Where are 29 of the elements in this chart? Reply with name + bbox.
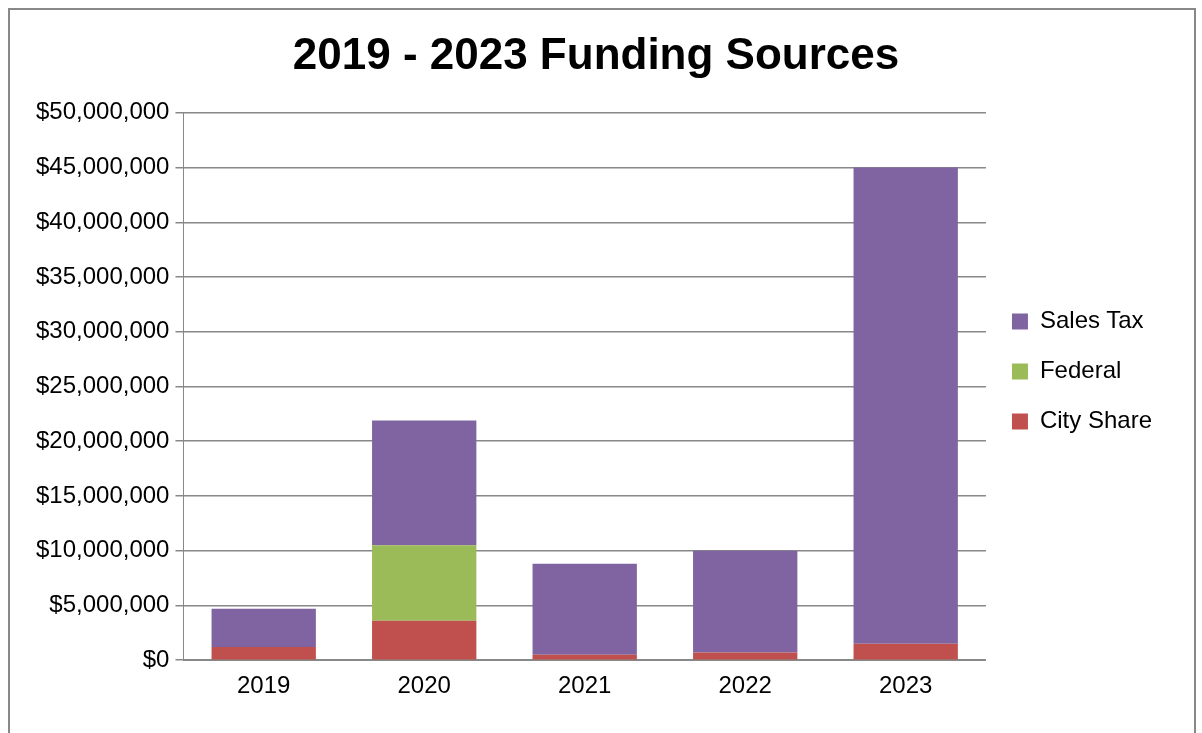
- y-tick-label: $0: [142, 644, 170, 672]
- y-tick-label: $25,000,000: [36, 371, 170, 399]
- x-tick-label: 2019: [237, 671, 291, 699]
- bar: [853, 643, 958, 660]
- y-tick-label: $45,000,000: [36, 152, 170, 180]
- y-tick-label: $5,000,000: [49, 590, 170, 618]
- legend-label: City Share: [1039, 406, 1152, 434]
- bar: [372, 420, 477, 546]
- y-tick-label: $30,000,000: [36, 316, 170, 344]
- bar: [372, 545, 477, 621]
- y-tick-label: $10,000,000: [36, 535, 170, 563]
- y-tick-label: $20,000,000: [36, 425, 170, 453]
- y-tick-label: $35,000,000: [36, 261, 170, 289]
- bar: [211, 647, 316, 660]
- legend-label: Federal: [1039, 356, 1122, 384]
- x-tick-label: 2020: [397, 671, 451, 699]
- y-tick-label: $15,000,000: [36, 480, 170, 508]
- bar: [693, 550, 798, 653]
- x-tick-label: 2023: [879, 671, 933, 699]
- bar: [211, 608, 316, 648]
- bar: [853, 167, 958, 644]
- chart-title: 2019 - 2023 Funding Sources: [292, 28, 900, 78]
- bar: [532, 563, 637, 655]
- legend-label: Sales Tax: [1039, 306, 1144, 334]
- x-tick-label: 2022: [718, 671, 772, 699]
- y-tick-label: $40,000,000: [36, 206, 170, 234]
- y-tick-label: $50,000,000: [36, 97, 170, 125]
- x-tick-label: 2021: [558, 671, 612, 699]
- bar: [372, 620, 477, 660]
